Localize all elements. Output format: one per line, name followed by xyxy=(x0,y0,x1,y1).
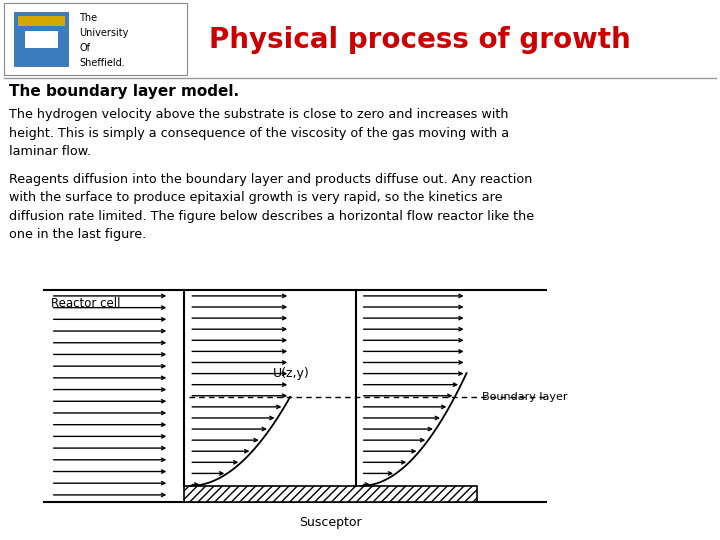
Text: Sheffield.: Sheffield. xyxy=(79,58,125,69)
Text: Reagents diffusion into the boundary layer and products diffuse out. Any reactio: Reagents diffusion into the boundary lay… xyxy=(9,173,534,241)
Bar xyxy=(14,12,68,66)
Bar xyxy=(18,16,65,26)
Text: Boundary layer: Boundary layer xyxy=(482,392,567,402)
Text: Reactor cell: Reactor cell xyxy=(50,298,120,310)
Text: University: University xyxy=(79,28,129,38)
Text: The: The xyxy=(79,13,97,23)
Bar xyxy=(184,486,477,502)
Text: Susceptor: Susceptor xyxy=(300,516,361,529)
Text: Of: Of xyxy=(79,43,90,53)
Text: The hydrogen velocity above the substrate is close to zero and increases with
he: The hydrogen velocity above the substrat… xyxy=(9,108,509,158)
Bar xyxy=(25,31,58,48)
Text: Physical process of growth: Physical process of growth xyxy=(209,26,631,55)
FancyBboxPatch shape xyxy=(4,3,187,75)
Text: The boundary layer model.: The boundary layer model. xyxy=(9,84,239,99)
Text: U(z,y): U(z,y) xyxy=(273,367,310,380)
